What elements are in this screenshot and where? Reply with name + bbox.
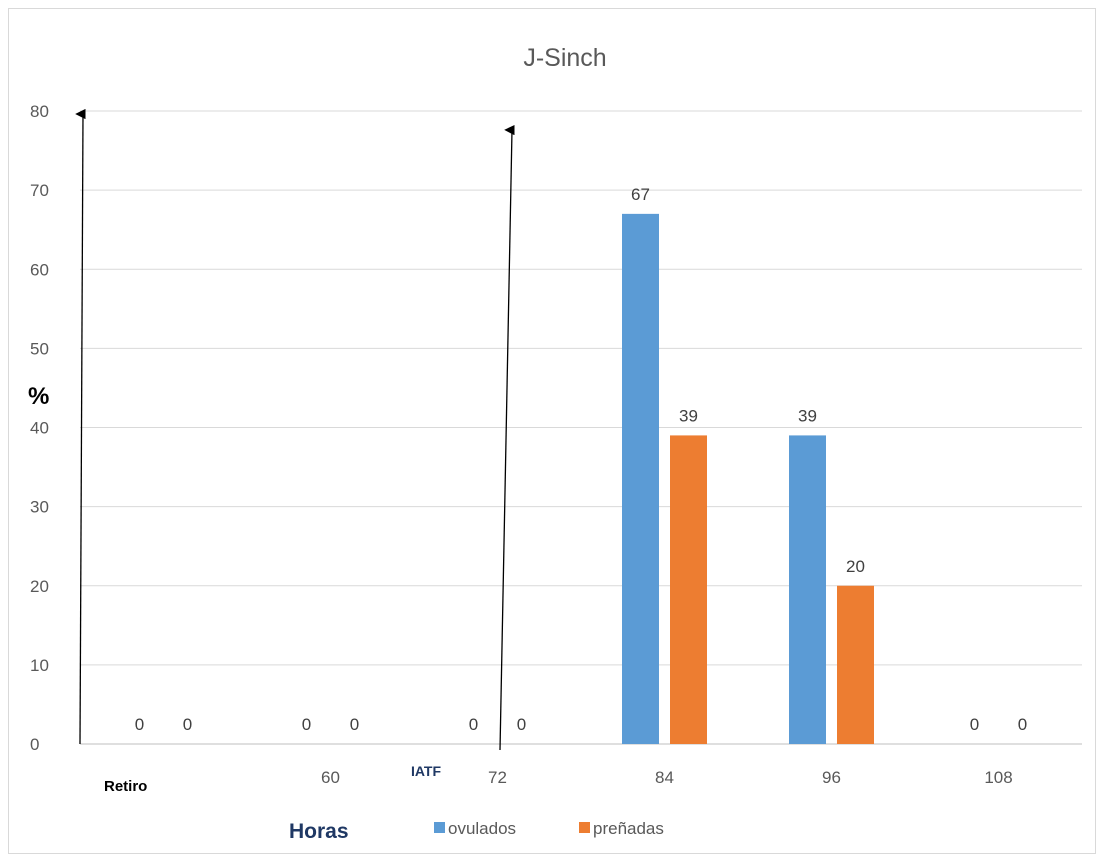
event-arrow [499,124,515,751]
data-label: 67 [631,185,650,204]
data-label: 39 [679,406,698,425]
x-tick-label: 84 [655,768,674,787]
x-axis-title: Horas [289,820,349,843]
y-tick-label: 60 [30,260,49,279]
data-label: 0 [1018,715,1027,734]
y-tick-label: 20 [30,577,49,596]
x-tick-label: 108 [984,768,1012,787]
chart-frame [8,8,1096,854]
y-tick-label: 30 [30,498,49,517]
bar-preñadas [837,585,874,744]
y-axis-label: % [28,383,49,410]
data-labels: 0 0 0 67 39 0 0 0 0 39 20 0 [135,185,1027,734]
bar-preñadas [670,435,707,744]
legend: ovulados preñadas [434,819,664,838]
data-label: 0 [135,715,144,734]
y-tick-label: 80 [30,102,49,121]
data-label: 0 [469,715,478,734]
data-label: 0 [302,715,311,734]
bar-ovulados [789,435,826,744]
data-label: 0 [350,715,359,734]
x-tick-label: 60 [321,768,340,787]
legend-swatch [434,822,445,833]
chart-title: J-Sinch [523,44,606,72]
legend-label: ovulados [448,819,516,838]
x-axis-ticks: 60 72 84 96 108 [321,768,1013,787]
y-tick-label: 70 [30,181,49,200]
data-label: 0 [970,715,979,734]
x-tick-label: 72 [488,768,507,787]
x-tick-label: 96 [822,768,841,787]
event-arrows [75,108,515,751]
y-tick-label: 0 [30,735,39,754]
data-label: 39 [798,406,817,425]
bar-ovulados [622,213,659,745]
bars [622,213,874,745]
y-axis-ticks: 0 10 20 30 40 50 60 70 80 [30,102,49,754]
gridlines [80,110,1082,745]
annotation-label: IATF [411,763,442,779]
y-tick-label: 10 [30,656,49,675]
legend-swatch [579,822,590,833]
annotation-label: Retiro [104,778,147,795]
legend-label: preñadas [593,819,664,838]
data-label: 0 [517,715,526,734]
event-arrow [75,108,86,745]
y-tick-label: 40 [30,419,49,438]
data-label: 0 [183,715,192,734]
event-annotations: Retiro IATF [104,763,441,795]
data-label: 20 [846,557,865,576]
y-tick-label: 50 [30,339,49,358]
